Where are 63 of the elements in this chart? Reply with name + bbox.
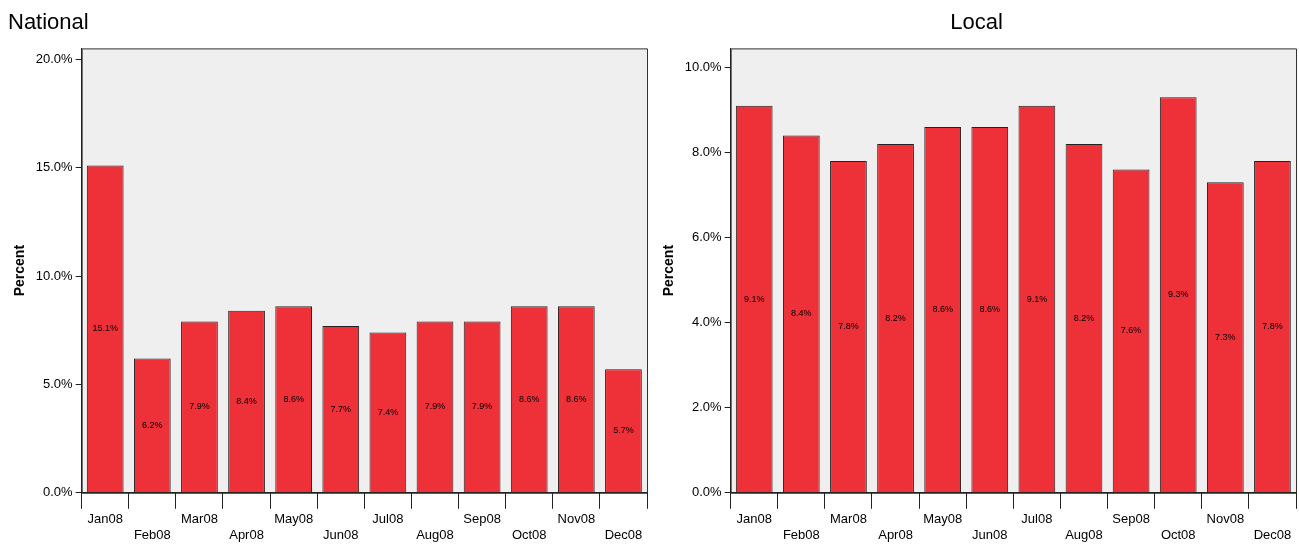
x-tick-label: Sep08 (463, 511, 501, 527)
x-tick-label: Sep08 (1112, 511, 1150, 527)
x-tick-label: Aug08 (1065, 526, 1103, 542)
x-tick-label: Apr08 (229, 526, 264, 542)
y-tick-label: 10.0% (684, 59, 723, 75)
data-label: 9.1% (743, 293, 765, 304)
x-tick-label: Dec08 (604, 526, 643, 542)
data-label: 7.8% (838, 321, 859, 332)
x-tick-label: Oct08 (1160, 526, 1196, 542)
data-label: 8.6% (979, 304, 1001, 315)
data-label: 7.3% (1215, 331, 1236, 342)
x-tick-label: Aug08 (416, 526, 454, 542)
data-label: 7.4% (377, 406, 399, 417)
data-label: 8.6% (566, 393, 587, 404)
data-label: 9.1% (1026, 293, 1048, 304)
x-tick-label: Mar08 (830, 511, 867, 527)
x-tick-label: Jul08 (1021, 511, 1053, 527)
data-label: 8.4% (236, 395, 257, 406)
x-tick-label: May08 (274, 511, 314, 527)
y-tick-label: 8.0% (692, 144, 723, 160)
data-label: 5.7% (613, 425, 634, 436)
data-label: 6.2% (142, 419, 163, 430)
x-tick-label: Jun08 (323, 526, 359, 542)
x-tick-label: May08 (923, 511, 963, 527)
data-label: 8.6% (283, 393, 304, 404)
y-tick-label: 0.0% (692, 484, 723, 500)
x-tick-label: Nov08 (557, 511, 596, 527)
x-tick-label: Jul08 (372, 511, 404, 527)
data-label: 7.7% (330, 403, 352, 414)
y-tick-label: 5.0% (43, 375, 74, 391)
y-tick-label: 10.0% (35, 267, 74, 283)
y-tick-label: 4.0% (692, 314, 723, 330)
y-tick-label: 0.0% (43, 484, 74, 500)
x-tick-label: Feb08 (133, 526, 171, 542)
y-axis-title: Percent (660, 244, 677, 297)
x-tick-label: Apr08 (878, 526, 913, 542)
y-tick-label: 15.0% (35, 159, 74, 175)
x-tick-label: Feb08 (782, 526, 820, 542)
x-tick-label: Nov08 (1206, 511, 1245, 527)
data-label: 8.2% (1073, 312, 1095, 323)
x-tick-label: Dec08 (1253, 526, 1292, 542)
data-label: 8.6% (932, 304, 953, 315)
data-label: 9.3% (1167, 289, 1189, 300)
data-label: 8.2% (885, 312, 906, 323)
chart-title: Local (950, 9, 1003, 35)
data-label: 7.8% (1262, 321, 1283, 332)
data-label: 7.9% (189, 401, 210, 412)
x-tick-label: Oct08 (511, 526, 547, 542)
data-label: 7.6% (1120, 325, 1142, 336)
x-tick-label: Jan08 (87, 511, 123, 527)
data-label: 7.9% (424, 401, 446, 412)
data-label: 7.9% (471, 401, 493, 412)
y-tick-label: 6.0% (692, 229, 723, 245)
y-axis-title: Percent (11, 244, 28, 297)
data-label: 15.1% (92, 323, 118, 334)
x-tick-label: Mar08 (181, 511, 218, 527)
y-tick-label: 2.0% (692, 399, 723, 415)
x-tick-label: Jun08 (972, 526, 1008, 542)
chart-title: National (8, 9, 89, 35)
y-tick-label: 20.0% (35, 50, 74, 66)
data-label: 8.4% (791, 308, 812, 319)
x-tick-label: Jan08 (736, 511, 772, 527)
data-label: 8.6% (518, 393, 540, 404)
